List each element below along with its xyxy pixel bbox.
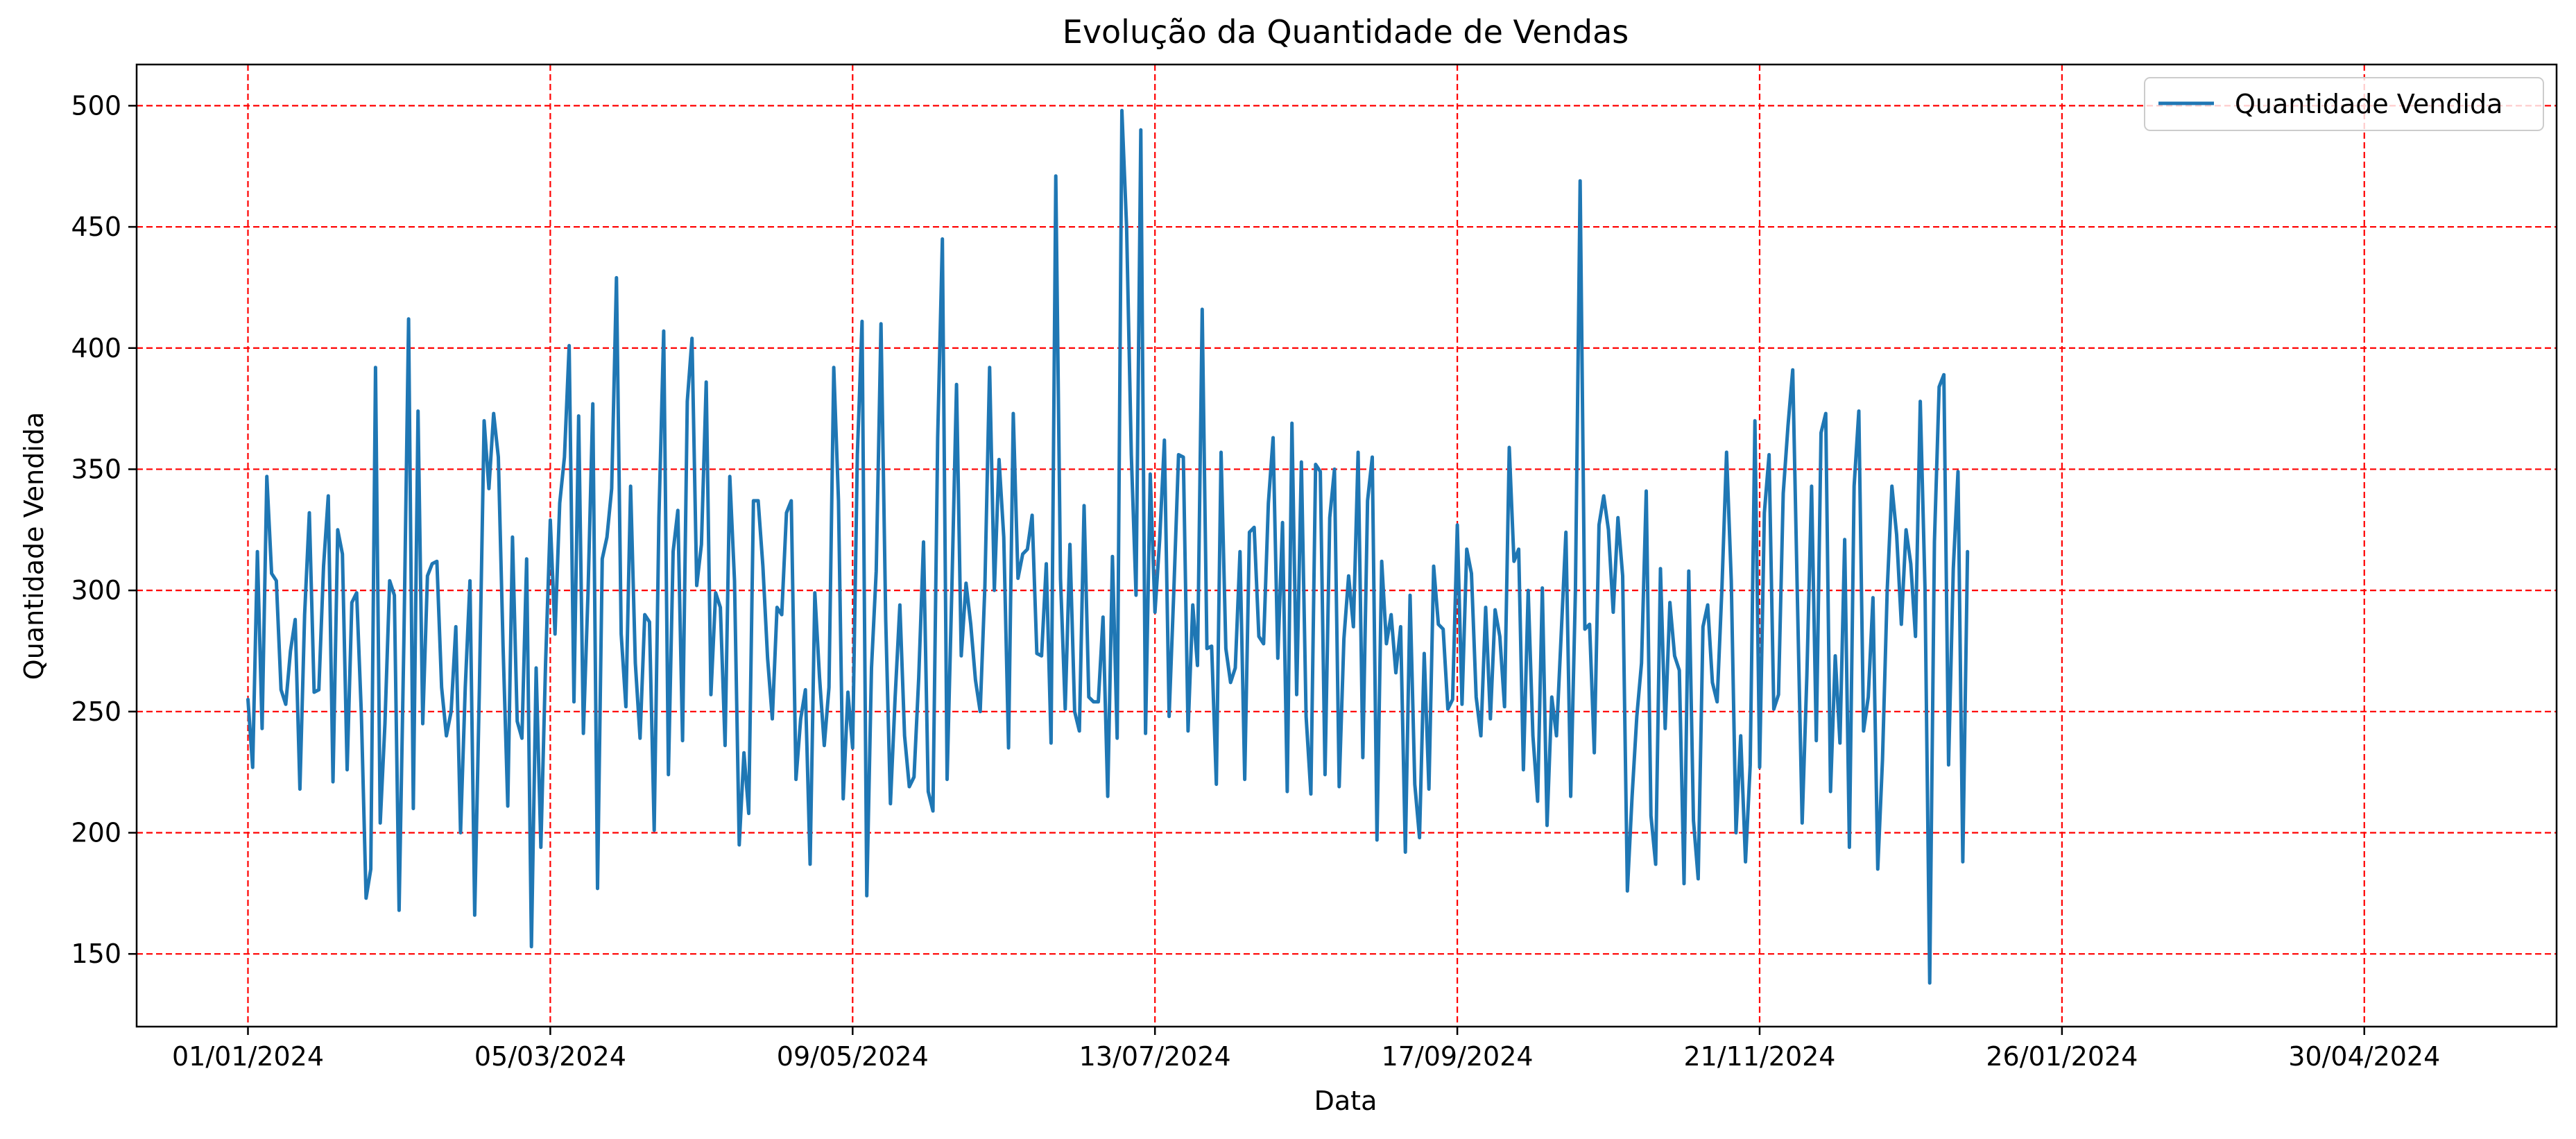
x-tick-label: 26/01/2024 [1986, 1041, 2138, 1072]
x-tick-label: 09/05/2024 [777, 1041, 929, 1072]
x-tick-label: 05/03/2024 [474, 1041, 626, 1072]
legend-label: Quantidade Vendida [2235, 89, 2502, 119]
x-tick-label: 17/09/2024 [1382, 1041, 1534, 1072]
y-tick-label: 400 [71, 333, 121, 363]
y-tick-label: 350 [71, 454, 121, 484]
y-tick-label: 300 [71, 575, 121, 606]
x-axis: 01/01/2024 05/03/2024 09/05/2024 13/07/2024… [172, 1027, 2440, 1072]
y-tick-label: 500 [71, 90, 121, 121]
legend: Quantidade Vendida [2144, 77, 2544, 131]
y-tick-label: 250 [71, 696, 121, 727]
x-axis-label: Data [1314, 1086, 1377, 1116]
x-tick-label: 13/07/2024 [1079, 1041, 1231, 1072]
grid-lines [137, 65, 2557, 1027]
y-axis: 150 200 250 300 350 400 450 500 [71, 90, 137, 969]
y-tick-label: 150 [71, 939, 121, 969]
legend-box [2144, 77, 2544, 131]
plot-frame [135, 63, 2558, 1028]
x-tick-label: 30/04/2024 [2288, 1041, 2440, 1072]
x-tick-label: 21/11/2024 [1683, 1041, 1835, 1072]
y-axis-label: Quantidade Vendida [19, 412, 49, 680]
y-tick-label: 200 [71, 818, 121, 848]
x-tick-label: 01/01/2024 [172, 1041, 324, 1072]
chart-title: Evolução da Quantidade de Vendas [1063, 13, 1629, 51]
y-tick-label: 450 [71, 212, 121, 242]
series-line-quantidade-vendida [246, 108, 1970, 985]
series-layer [246, 108, 1970, 985]
